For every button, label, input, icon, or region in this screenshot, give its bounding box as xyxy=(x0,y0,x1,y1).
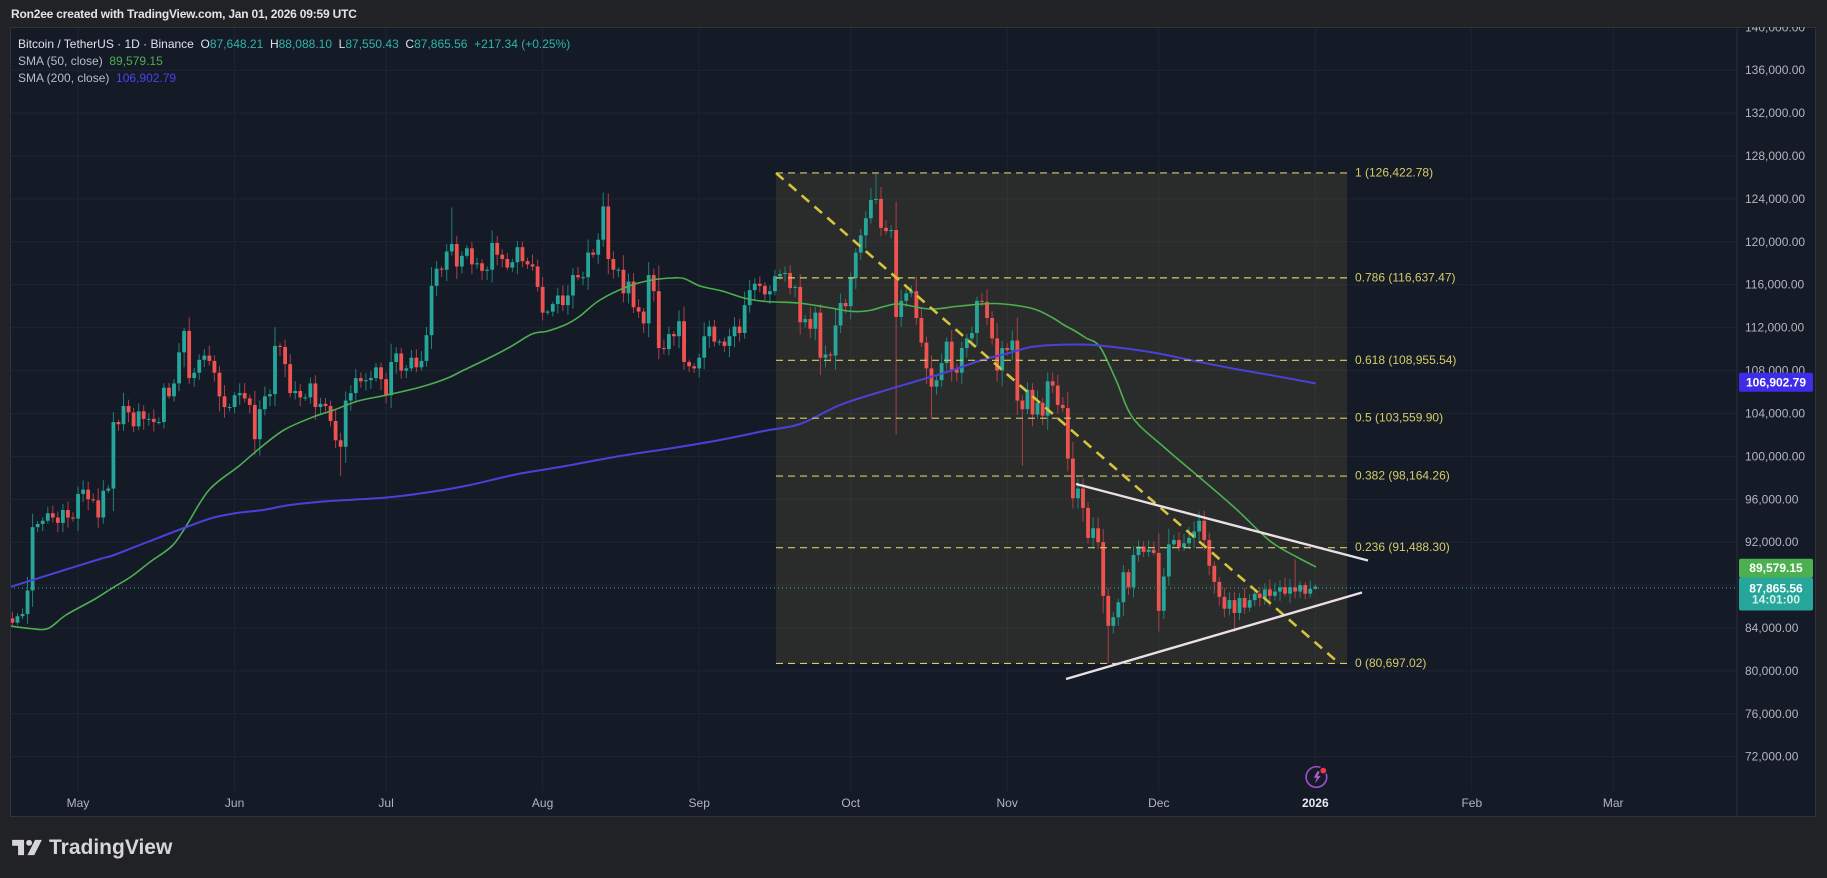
svg-text:Mar: Mar xyxy=(1603,796,1624,810)
svg-text:96,000.00: 96,000.00 xyxy=(1745,492,1799,506)
svg-text:Oct: Oct xyxy=(841,796,860,810)
svg-text:Nov: Nov xyxy=(997,796,1018,810)
svg-text:84,000.00: 84,000.00 xyxy=(1745,621,1799,635)
svg-text:14:01:00: 14:01:00 xyxy=(1752,593,1800,607)
svg-text:0 (80,697.02): 0 (80,697.02) xyxy=(1355,656,1426,670)
svg-text:76,000.00: 76,000.00 xyxy=(1745,707,1799,721)
svg-text:106,902.79: 106,902.79 xyxy=(1746,375,1806,389)
svg-text:72,000.00: 72,000.00 xyxy=(1745,750,1799,764)
svg-text:92,000.00: 92,000.00 xyxy=(1745,535,1799,549)
svg-text:89,579.15: 89,579.15 xyxy=(1749,561,1803,575)
svg-text:124,000.00: 124,000.00 xyxy=(1745,192,1805,206)
svg-text:104,000.00: 104,000.00 xyxy=(1745,407,1805,421)
svg-text:Aug: Aug xyxy=(532,796,553,810)
svg-text:0.382 (98,164.26): 0.382 (98,164.26) xyxy=(1355,469,1450,483)
svg-text:140,000.00: 140,000.00 xyxy=(1745,27,1805,34)
svg-text:0.5 (103,559.90): 0.5 (103,559.90) xyxy=(1355,411,1443,425)
svg-text:0.236 (91,488.30): 0.236 (91,488.30) xyxy=(1355,540,1450,554)
svg-text:Sep: Sep xyxy=(689,796,711,810)
svg-text:Feb: Feb xyxy=(1461,796,1482,810)
svg-text:Jul: Jul xyxy=(378,796,393,810)
svg-text:1 (126,422.78): 1 (126,422.78) xyxy=(1355,165,1433,179)
svg-text:2026: 2026 xyxy=(1302,796,1329,810)
svg-text:Jun: Jun xyxy=(225,796,244,810)
svg-text:80,000.00: 80,000.00 xyxy=(1745,664,1799,678)
svg-text:136,000.00: 136,000.00 xyxy=(1745,63,1805,77)
svg-text:100,000.00: 100,000.00 xyxy=(1745,449,1805,463)
svg-text:May: May xyxy=(67,796,90,810)
svg-text:120,000.00: 120,000.00 xyxy=(1745,235,1805,249)
svg-text:132,000.00: 132,000.00 xyxy=(1745,106,1805,120)
svg-text:128,000.00: 128,000.00 xyxy=(1745,149,1805,163)
svg-text:0.618 (108,955.54): 0.618 (108,955.54) xyxy=(1355,353,1456,367)
svg-text:0.786 (116,637.47): 0.786 (116,637.47) xyxy=(1355,270,1456,284)
svg-text:116,000.00: 116,000.00 xyxy=(1745,278,1804,292)
svg-text:87,865.56: 87,865.56 xyxy=(1749,582,1803,596)
svg-text:112,000.00: 112,000.00 xyxy=(1745,321,1804,335)
svg-text:Dec: Dec xyxy=(1148,796,1169,810)
